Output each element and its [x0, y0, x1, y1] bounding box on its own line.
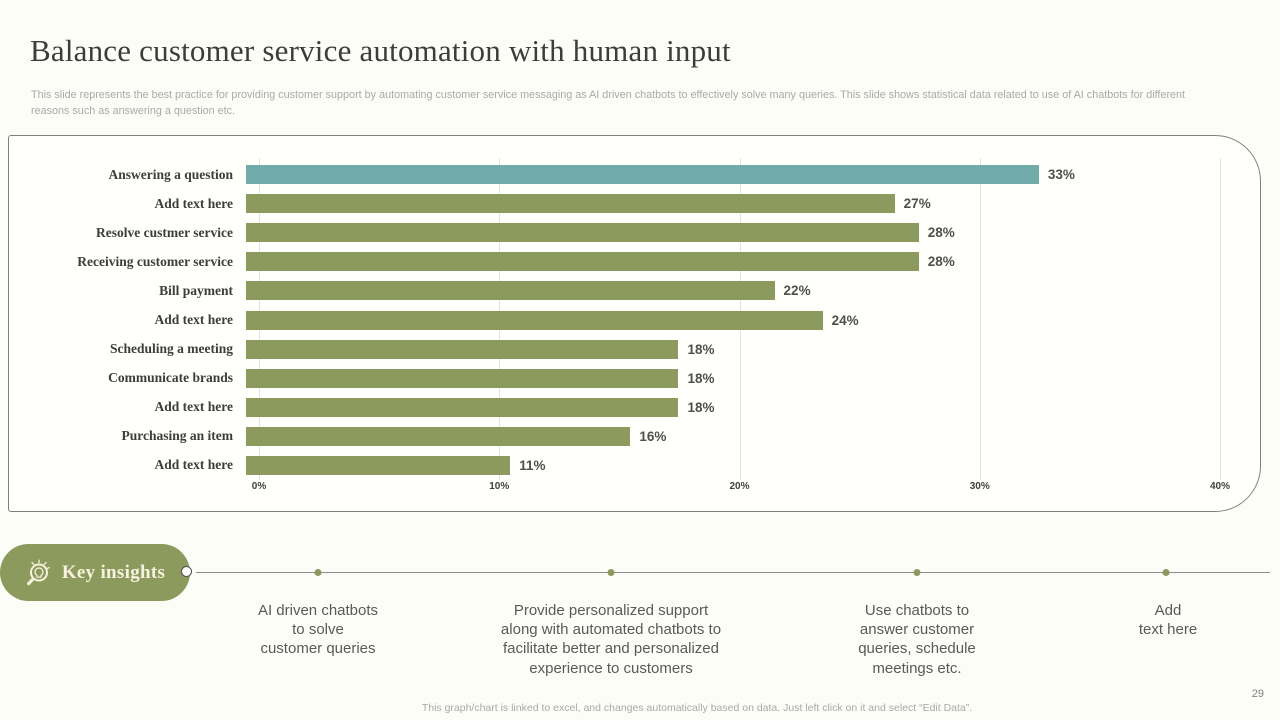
bar-category-label: Resolve custmer service [96, 224, 233, 240]
bar-track: 24% [246, 305, 1260, 334]
bar-value-label: 33% [1047, 167, 1075, 183]
bar-track: 11% [246, 451, 1260, 480]
bar-track: 27% [246, 189, 1260, 218]
bar[interactable] [246, 426, 631, 446]
bar-value-label: 18% [687, 399, 715, 415]
page-subtitle: This slide represents the best practice … [31, 89, 1186, 117]
bar-value-label: 16% [639, 428, 667, 444]
bar-value-label: 18% [687, 370, 715, 386]
bar-track: 22% [246, 276, 1260, 305]
bar-row: Scheduling a meeting 18% [9, 335, 1260, 364]
timeline-dot [607, 569, 615, 576]
bar-chart: Answering a question 33% Add text here 27% R… [9, 160, 1260, 480]
bar-track: 18% [246, 364, 1260, 393]
bar[interactable] [246, 165, 1039, 185]
insight-item: Use chatbots to answer customer queries,… [858, 602, 976, 677]
key-insights-label: Key insights [61, 561, 166, 583]
bar[interactable] [246, 397, 679, 417]
footer-note: This graph/chart is linked to excel, and… [421, 702, 973, 714]
bar-value-label: 11% [519, 457, 546, 473]
bar-track: 28% [246, 218, 1260, 247]
page-number: 29 [1251, 688, 1264, 700]
bar-category-label: Bill payment [159, 282, 233, 298]
timeline-dot [1162, 569, 1170, 576]
bar-track: 28% [246, 247, 1260, 276]
bar-chart-panel[interactable]: Answering a question 33% Add text here 27% R… [8, 135, 1261, 512]
bar-category-label: Add text here [154, 312, 234, 328]
x-axis-tick: 30% [969, 481, 990, 492]
bar-category-label: Communicate brands [108, 370, 233, 386]
gridline [979, 158, 981, 480]
bar-row: Communicate brands 18% [9, 364, 1260, 393]
bar-value-label: 28% [927, 225, 955, 241]
bar-category-label: Receiving customer service [77, 253, 233, 269]
bar[interactable] [246, 339, 679, 359]
bar-category-label: Answering a question [108, 166, 233, 182]
x-axis-tick: 10% [489, 481, 510, 492]
page-title: Balance customer service automation with… [30, 33, 731, 68]
x-axis: 0% 10% 20% 30% 40% [9, 481, 1260, 497]
timeline-start-circle [181, 566, 192, 577]
key-insights-badge: Key insights [0, 544, 190, 601]
x-axis-tick: 0% [251, 481, 267, 492]
bar-row: Answering a question 33% [9, 160, 1260, 189]
bar-category-label: Add text here [154, 457, 234, 473]
bar-value-label: 28% [927, 254, 955, 270]
bar[interactable] [246, 194, 895, 214]
bar-row: Add text here 18% [9, 393, 1260, 422]
timeline-line [196, 572, 1270, 573]
bar-row: Add text here 11% [9, 451, 1260, 480]
insight-item: AI driven chatbots to solve customer que… [257, 602, 379, 658]
bar[interactable] [246, 281, 775, 301]
x-axis-tick: 40% [1209, 481, 1231, 492]
bar-category-label: Add text here [154, 399, 234, 415]
bar-category-label: Purchasing an item [121, 428, 233, 444]
bar[interactable] [246, 455, 511, 475]
bar[interactable] [246, 252, 919, 272]
bar-track: 18% [246, 393, 1260, 422]
insight-item: Provide personalized support along with … [500, 602, 722, 677]
bar-value-label: 22% [783, 283, 811, 299]
bar-track: 33% [246, 160, 1260, 189]
timeline-dot [913, 569, 921, 576]
bar[interactable] [246, 223, 919, 243]
bar[interactable] [246, 368, 679, 388]
bar-row: Purchasing an item 16% [9, 422, 1260, 451]
bar-category-label: Scheduling a meeting [109, 341, 233, 357]
bar-track: 18% [246, 335, 1260, 364]
bar-value-label: 18% [687, 341, 715, 357]
bar[interactable] [246, 310, 823, 330]
x-axis-tick: 20% [729, 481, 750, 492]
bar-row: Receiving customer service 28% [9, 247, 1260, 276]
magnifier-lightbulb-icon [26, 559, 50, 585]
bar-value-label: 24% [831, 312, 859, 328]
bar-row: Add text here 27% [9, 189, 1260, 218]
bar-value-label: 27% [903, 196, 931, 212]
timeline-dot [314, 569, 322, 576]
bar-track: 16% [246, 422, 1260, 451]
bar-category-label: Add text here [154, 195, 234, 211]
bar-row: Bill payment 22% [9, 276, 1260, 305]
insight-item: Add text here [1138, 602, 1198, 639]
bar-row: Resolve custmer service 28% [9, 218, 1260, 247]
bar-row: Add text here 24% [9, 305, 1260, 334]
gridline [1220, 158, 1221, 480]
